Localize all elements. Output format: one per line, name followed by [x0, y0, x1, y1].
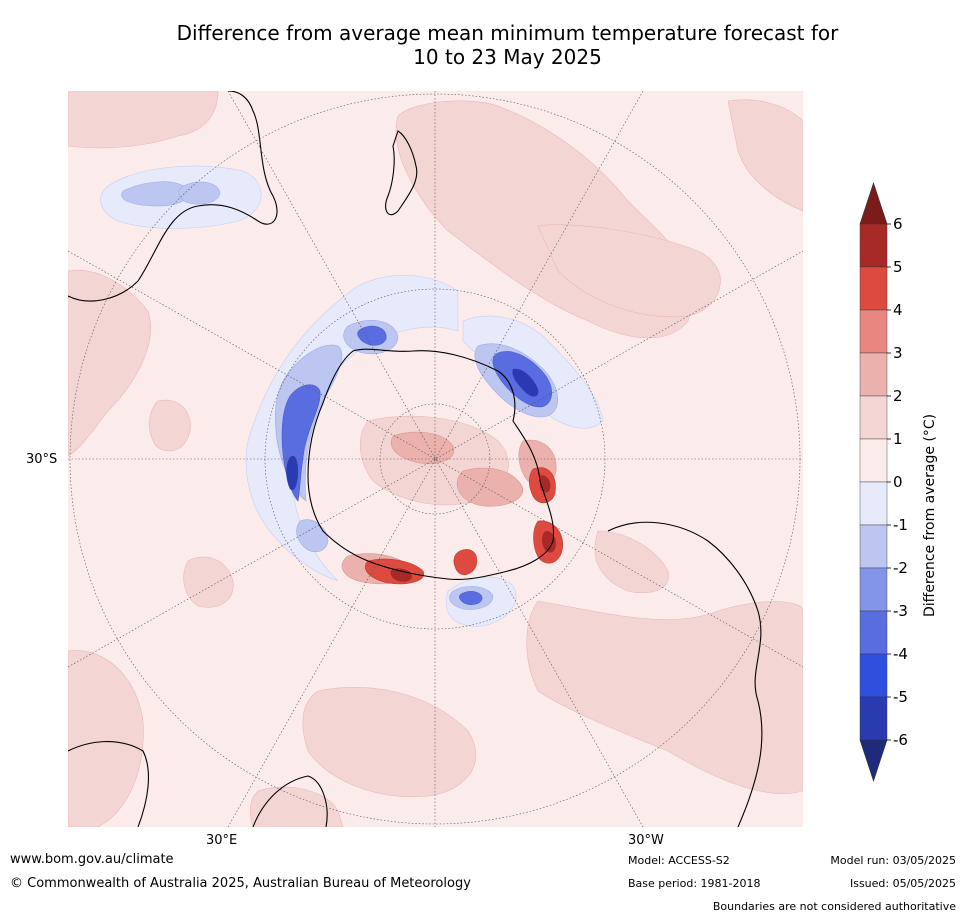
- colorbar: 6 5 4 3 2 1 0 -1 -2 -3 -4 -5 -6 Difference from aver…: [859, 182, 938, 782]
- longitude-label-30e: 30°E: [206, 833, 238, 848]
- colorbar-tick-label: -4: [893, 645, 908, 663]
- model-run-text: Model run: 03/05/2025: [830, 854, 956, 867]
- map-title-line1: Difference from average mean minimum tem…: [176, 21, 839, 45]
- map-title-line2: 10 to 23 May 2025: [413, 45, 602, 69]
- warm-anomaly-light: [68, 91, 803, 827]
- coastlines: [68, 91, 763, 827]
- issued-text: Issued: 05/05/2025: [849, 877, 956, 890]
- model-text: Model: ACCESS-S2: [628, 854, 730, 867]
- longitude-label-30w: 30°W: [628, 833, 664, 848]
- disclaimer-text: Boundaries are not considered authoritat…: [712, 900, 956, 913]
- colorbar-tick-label: 3: [893, 344, 903, 362]
- colorbar-tick-label: -3: [893, 602, 908, 620]
- copyright-text: © Commonwealth of Australia 2025, Austra…: [10, 876, 471, 891]
- colorbar-extend-top: [859, 182, 888, 225]
- colorbar-segment: [859, 438, 888, 483]
- latitude-label-30s: 30°S: [26, 452, 58, 467]
- colorbar-segment: [859, 524, 888, 569]
- graticule: [68, 91, 803, 827]
- base-period-text: Base period: 1981-2018: [628, 877, 761, 890]
- colorbar-segment: [859, 309, 888, 354]
- colorbar-extend-bottom: [859, 739, 888, 782]
- colorbar-segment: [859, 610, 888, 655]
- colorbar-tick-label: 4: [893, 301, 903, 319]
- colorbar-segment: [859, 653, 888, 698]
- colorbar-tick-label: 2: [893, 387, 903, 405]
- colorbar-segment: [859, 352, 888, 397]
- colorbar-label: Difference from average (°C): [922, 414, 938, 617]
- colorbar-tick-label: -1: [893, 516, 908, 534]
- colorbar-segment: [859, 481, 888, 526]
- website-text: www.bom.gov.au/climate: [10, 852, 174, 867]
- colorbar-tick-label: 6: [893, 215, 903, 233]
- colorbar-segment: [859, 223, 888, 268]
- colorbar-segment: [859, 266, 888, 311]
- colorbar-tick-label: -5: [893, 688, 908, 706]
- colorbar-segment: [859, 395, 888, 440]
- colorbar-ticks: 6 5 4 3 2 1 0 -1 -2 -3 -4 -5 -6: [887, 215, 908, 749]
- cool-anomaly-max: [286, 368, 539, 491]
- colorbar-tick-label: 5: [893, 258, 903, 276]
- colorbar-tick-label: -2: [893, 559, 908, 577]
- colorbar-tick-label: -6: [893, 731, 908, 749]
- colorbar-segment: [859, 567, 888, 612]
- polar-anomaly-map: [68, 91, 803, 827]
- colorbar-segments: [859, 182, 888, 782]
- warm-anomaly-max: [390, 475, 556, 582]
- colorbar-tick-label: 0: [893, 473, 903, 491]
- colorbar-segment: [859, 696, 888, 741]
- colorbar-tick-label: 1: [893, 430, 903, 448]
